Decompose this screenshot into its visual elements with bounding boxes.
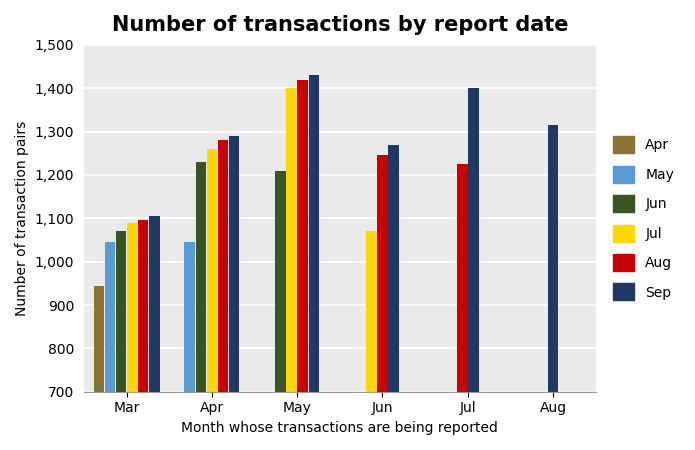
- Bar: [548, 125, 558, 392]
- Bar: [309, 75, 319, 392]
- Bar: [297, 80, 308, 392]
- Legend: Apr, May, Jun, Jul, Aug, Sep: Apr, May, Jun, Jul, Aug, Sep: [608, 130, 680, 306]
- Bar: [366, 231, 377, 392]
- Bar: [195, 162, 206, 392]
- Bar: [275, 171, 286, 392]
- Bar: [149, 216, 160, 392]
- Bar: [94, 285, 104, 392]
- Bar: [218, 140, 228, 392]
- Bar: [229, 136, 239, 392]
- Bar: [138, 220, 149, 392]
- Bar: [457, 164, 468, 392]
- X-axis label: Month whose transactions are being reported: Month whose transactions are being repor…: [181, 421, 498, 435]
- Bar: [389, 144, 399, 392]
- Title: Number of transactions by report date: Number of transactions by report date: [112, 15, 568, 35]
- Bar: [206, 149, 217, 392]
- Bar: [116, 231, 126, 392]
- Bar: [377, 155, 388, 392]
- Bar: [184, 242, 195, 392]
- Bar: [105, 242, 115, 392]
- Bar: [286, 88, 297, 391]
- Y-axis label: Number of transaction pairs: Number of transaction pairs: [15, 121, 29, 316]
- Bar: [126, 223, 138, 392]
- Bar: [468, 88, 479, 391]
